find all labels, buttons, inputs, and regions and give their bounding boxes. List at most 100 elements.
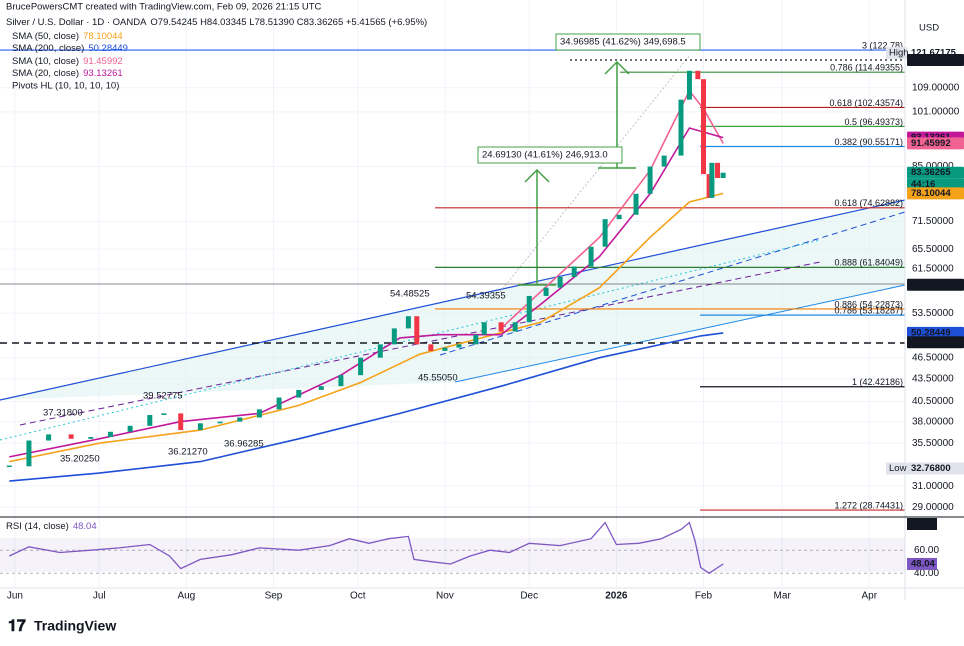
y-tick-label: 35.50000 (912, 438, 954, 449)
candle (256, 409, 262, 418)
candle (512, 322, 518, 332)
candle (456, 344, 462, 348)
measure-arrows (518, 60, 636, 286)
legend-name: SMA (200, close) (12, 43, 84, 54)
candle (633, 193, 639, 215)
candle (571, 266, 577, 277)
fib-label: 0.618 (102.43574) (829, 98, 903, 108)
y-tick-label: 85.00000 (912, 161, 954, 172)
channel-upper (0, 199, 906, 401)
price-tag (907, 166, 964, 179)
x-tick-label: 2026 (605, 591, 628, 602)
candle (647, 166, 653, 194)
fib-label: 1 (42.42186) (852, 377, 903, 387)
candle (88, 437, 94, 439)
x-tick-label: Mar (774, 591, 792, 602)
pivot-label: 36.21270 (168, 447, 208, 458)
candle (405, 316, 411, 329)
measure-box (555, 33, 701, 51)
fib-label: 0.786 (114.49355) (830, 63, 903, 73)
candle (720, 172, 726, 178)
axes: 29.00000 31.00000 35.50000 38.00000 40.50000… (6, 17, 964, 602)
legend-entry: SMA (20, close) 93.13261 (12, 68, 123, 79)
indicator-legend: Pivots HL (10, 10, 10, 10) (12, 81, 119, 92)
y-tick-label: 38.00000 (912, 416, 954, 427)
legend-value: 91.45992 (83, 56, 123, 67)
y-tick-label: 46.50000 (912, 352, 954, 363)
price-tag-label: 121.67175 (911, 47, 957, 58)
candle (686, 70, 692, 100)
price-tag-label: 58.54528 (911, 279, 951, 290)
price-tag-note: High (889, 47, 909, 58)
brand: TradingView (34, 618, 116, 634)
rsi-title: RSI (14, close) (6, 521, 69, 532)
pivot-label: 54.48525 (390, 289, 430, 300)
candle (428, 344, 434, 351)
pivot-label: 35.20250 (60, 454, 100, 465)
candle (588, 246, 594, 267)
candle (557, 276, 563, 288)
rsi-tag-label: 48.04 (911, 558, 935, 569)
plot: 3 (122.78) 0.786 (114.49355) 0.618 (102.43… (0, 33, 905, 574)
pivot-label: 34.96985 (41.62%) 349,698.5 (560, 37, 686, 48)
candle (217, 421, 223, 424)
rsi-tag-label: 87.43 (911, 519, 935, 530)
candle (442, 347, 448, 351)
fib-label: 0.382 (90.55171) (834, 137, 903, 147)
price-axis (905, 0, 964, 600)
candle (715, 162, 721, 178)
candle (296, 389, 302, 398)
legend-entry: SMA (10, close) 91.45992 (12, 56, 123, 67)
attribution: BrucePowersCMT created with TradingView.… (6, 2, 322, 13)
candle (616, 214, 622, 220)
y-tick-label: 71.50000 (912, 216, 954, 227)
candle (147, 415, 153, 426)
logo: 𝟏𝟕 TradingView (8, 618, 116, 636)
channel-lower (454, 284, 906, 383)
candle (543, 287, 549, 296)
price-tag-label: 48.81918 (911, 337, 951, 348)
candle (46, 434, 52, 441)
rsi-band (0, 538, 905, 572)
candle (706, 174, 712, 198)
price-tag (907, 462, 964, 475)
price-tag-label: 119.00000 (911, 54, 955, 65)
rsi-tick-label: 60.00 (914, 545, 939, 556)
candle (695, 70, 701, 80)
candle (498, 322, 504, 332)
candle (197, 423, 203, 431)
candle (661, 155, 667, 167)
y-tick-label: 40.50000 (912, 396, 954, 407)
candle (526, 295, 532, 323)
price-tag (907, 53, 964, 66)
price-tag (907, 326, 964, 339)
candle (276, 397, 282, 410)
price-tag-label: 83.36265 (911, 167, 951, 178)
fib-label: 1.272 (28.74431) (834, 500, 903, 510)
candle (473, 334, 479, 345)
fib-label: 0.5 (96.49373) (844, 117, 903, 127)
candle (237, 417, 243, 422)
price-tag (907, 336, 964, 349)
x-tick-label: Oct (350, 591, 366, 602)
rsi-tag (907, 557, 937, 570)
sma-line (500, 89, 724, 329)
candle (68, 434, 74, 439)
fib-label: 0.888 (61.84049) (834, 258, 903, 268)
pivot-label: 54.39355 (466, 291, 506, 302)
price-tag-note-bg (886, 462, 907, 475)
fib-label: 0.786 (53.18287) (834, 306, 903, 316)
price-tag-note-bg (886, 46, 907, 59)
fib-label: 0.618 (74.62882) (834, 198, 903, 208)
candle (377, 344, 383, 358)
rsi-tick-label: 40.00 (914, 568, 939, 579)
dotted-trend (0, 239, 821, 441)
price-tag (907, 187, 964, 200)
channel-mid (19, 261, 821, 426)
rsi-value: 48.04 (73, 521, 97, 532)
rsi-line (9, 521, 724, 574)
x-tick-label: Feb (695, 591, 713, 602)
price-tag-note: Low (889, 463, 907, 474)
pivot-label: 39.52775 (143, 391, 183, 402)
